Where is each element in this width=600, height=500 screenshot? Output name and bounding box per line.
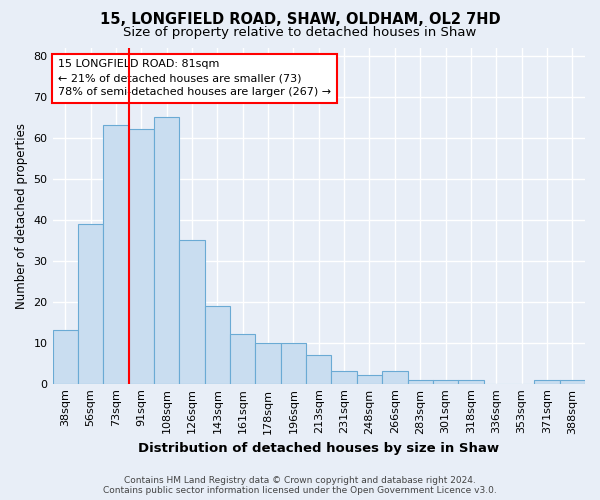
Bar (458, 380, 484, 384)
Y-axis label: Number of detached properties: Number of detached properties (15, 122, 28, 308)
Text: 15 LONGFIELD ROAD: 81sqm
← 21% of detached houses are smaller (73)
78% of semi-d: 15 LONGFIELD ROAD: 81sqm ← 21% of detach… (58, 60, 331, 98)
Text: 15, LONGFIELD ROAD, SHAW, OLDHAM, OL2 7HD: 15, LONGFIELD ROAD, SHAW, OLDHAM, OL2 7H… (100, 12, 500, 28)
Bar (382, 372, 407, 384)
Bar (230, 334, 256, 384)
Bar (306, 355, 331, 384)
Bar (128, 130, 154, 384)
Bar (560, 380, 585, 384)
Bar (154, 117, 179, 384)
Bar (103, 126, 128, 384)
Bar (179, 240, 205, 384)
Bar (78, 224, 103, 384)
Bar (357, 376, 382, 384)
Bar (53, 330, 78, 384)
Bar (534, 380, 560, 384)
X-axis label: Distribution of detached houses by size in Shaw: Distribution of detached houses by size … (138, 442, 499, 455)
Bar (205, 306, 230, 384)
Bar (256, 342, 281, 384)
Text: Contains HM Land Registry data © Crown copyright and database right 2024.
Contai: Contains HM Land Registry data © Crown c… (103, 476, 497, 495)
Text: Size of property relative to detached houses in Shaw: Size of property relative to detached ho… (124, 26, 476, 39)
Bar (433, 380, 458, 384)
Bar (407, 380, 433, 384)
Bar (331, 372, 357, 384)
Bar (281, 342, 306, 384)
